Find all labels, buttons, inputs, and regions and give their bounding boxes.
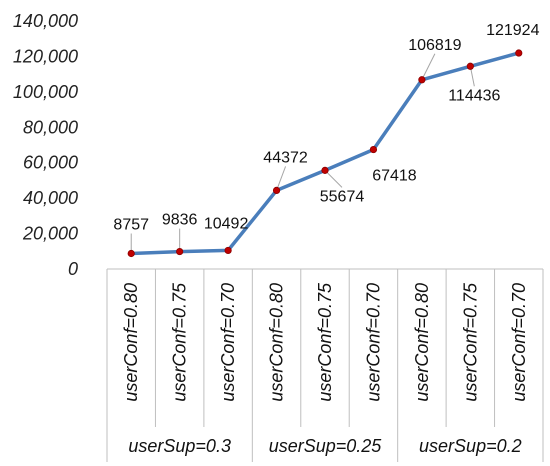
y-tick-label: 140,000: [13, 11, 78, 31]
data-point: [466, 62, 474, 70]
x-tick-label: userConf=0.80: [121, 283, 141, 402]
data-label: 44372: [263, 149, 308, 166]
data-point: [224, 246, 232, 255]
x-axis-groups: userSup=0.3 userSup=0.25 userSup=0.2: [128, 436, 521, 456]
group-label: userSup=0.2: [419, 436, 522, 456]
x-axis-ticks: userConf=0.80 userConf=0.75 userConf=0.70 u…: [121, 282, 529, 402]
y-tick-label: 40,000: [23, 188, 78, 208]
leader-line: [324, 170, 343, 188]
data-point: [418, 76, 426, 84]
y-tick-label: 120,000: [13, 46, 78, 66]
y-axis-ticks: 0 20,000 40,000 60,000 80,000 100,000 120,000 1…: [13, 11, 78, 279]
data-label: 114436: [448, 87, 500, 104]
data-labels: 8757 9836 10492 44372 55674 67418 106819 114436…: [113, 22, 539, 233]
series-line: [127, 49, 523, 258]
data-label: 121924: [486, 22, 539, 39]
x-tick-label: userConf=0.70: [218, 283, 238, 402]
data-label: 8757: [113, 216, 149, 233]
x-tick-label: userConf=0.80: [267, 283, 287, 402]
data-label: 67418: [372, 168, 417, 185]
y-tick-label: 0: [68, 259, 78, 279]
data-point: [369, 145, 378, 154]
group-label: userSup=0.3: [128, 436, 231, 456]
x-tick-label: userConf=0.75: [315, 282, 335, 402]
leader-line: [421, 53, 436, 81]
x-tick-label: userConf=0.75: [460, 282, 480, 402]
x-tick-label: userConf=0.80: [412, 283, 432, 402]
group-label: userSup=0.25: [269, 436, 383, 456]
y-tick-label: 20,000: [22, 224, 78, 244]
data-label: 106819: [408, 37, 461, 54]
data-label: 10492: [204, 215, 249, 232]
chart-axes: [106, 268, 544, 462]
leader-line: [276, 166, 287, 191]
data-point: [176, 247, 184, 256]
data-point: [515, 49, 523, 57]
y-tick-label: 100,000: [13, 82, 78, 102]
data-point: [127, 249, 135, 258]
x-tick-label: userConf=0.70: [509, 283, 529, 402]
data-label: 9836: [162, 212, 198, 229]
x-tick-label: userConf=0.75: [170, 282, 190, 402]
data-point: [321, 166, 329, 174]
x-tick-label: userConf=0.70: [363, 283, 383, 402]
y-tick-label: 60,000: [23, 153, 78, 173]
data-label: 55674: [320, 188, 365, 205]
y-tick-label: 80,000: [23, 117, 78, 137]
data-point: [272, 186, 281, 194]
